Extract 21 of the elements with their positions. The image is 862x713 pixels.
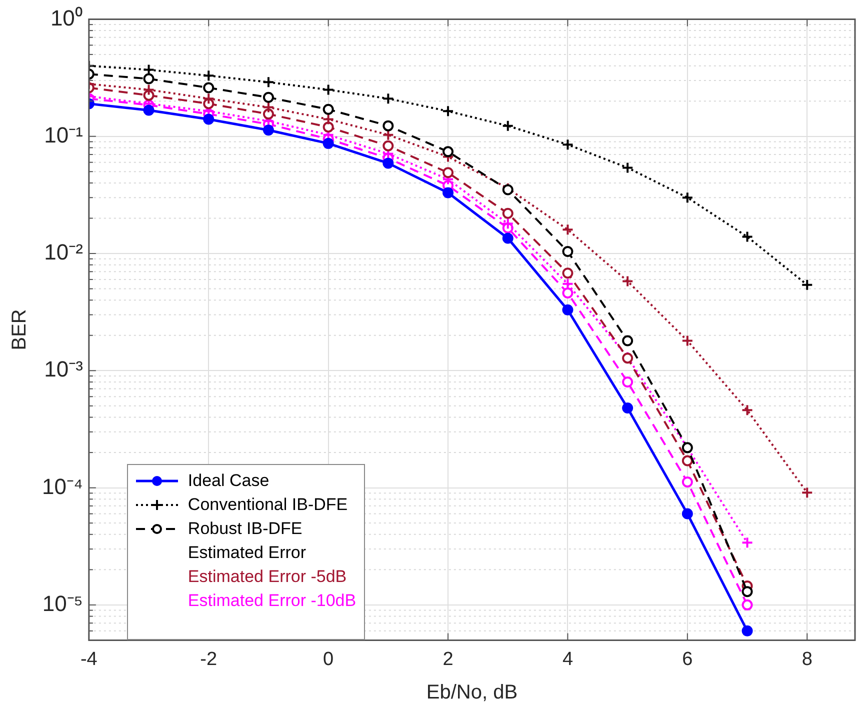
legend-label: Robust IB-DFE [188,519,302,540]
x-tick-label: 2 [442,648,454,670]
y-axis-title: BER [8,309,31,350]
annotation: Estimated Error -10dB [186,590,356,612]
legend-label: Ideal Case [188,471,270,492]
y-tick-label: 10⁻⁴ [42,474,83,499]
y-tick-label: 10⁻⁵ [42,591,83,616]
annotation: Estimated Error [186,542,308,564]
legend-label: Conventional IB-DFE [188,495,348,516]
x-tick-label: -4 [80,648,98,670]
x-tick-label: 0 [323,648,334,670]
x-tick-label: 6 [682,648,693,670]
x-tick-label: -2 [200,648,218,670]
y-tick-label: 10⁰ [50,5,83,30]
y-tick-label: 10⁻³ [44,356,83,382]
x-tick-label: 4 [562,648,574,670]
y-tick-label: 10⁻² [44,240,83,265]
annotation: Estimated Error -5dB [186,566,348,588]
x-tick-label: 8 [802,648,812,670]
y-tick-label: 10⁻¹ [44,122,83,148]
x-axis-title: Eb/No, dB [426,682,518,704]
